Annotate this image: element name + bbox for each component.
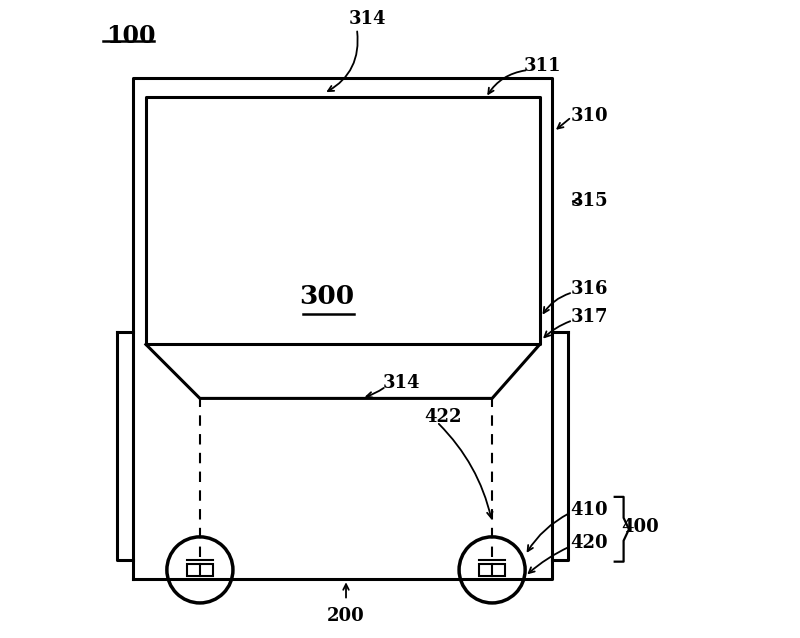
Text: 420: 420 xyxy=(570,533,608,552)
Text: 100: 100 xyxy=(106,24,156,48)
Text: 316: 316 xyxy=(570,279,608,297)
Text: 400: 400 xyxy=(621,518,659,537)
Bar xyxy=(479,564,506,576)
Text: 314: 314 xyxy=(382,373,420,392)
Text: 310: 310 xyxy=(570,107,608,124)
Text: 314: 314 xyxy=(348,10,386,28)
Text: 200: 200 xyxy=(327,607,365,625)
Text: 311: 311 xyxy=(524,57,562,75)
Text: 410: 410 xyxy=(570,501,608,519)
Text: 317: 317 xyxy=(570,308,608,326)
Text: 422: 422 xyxy=(424,408,462,426)
Text: 315: 315 xyxy=(570,193,608,211)
Bar xyxy=(186,564,213,576)
Text: 300: 300 xyxy=(299,285,354,309)
